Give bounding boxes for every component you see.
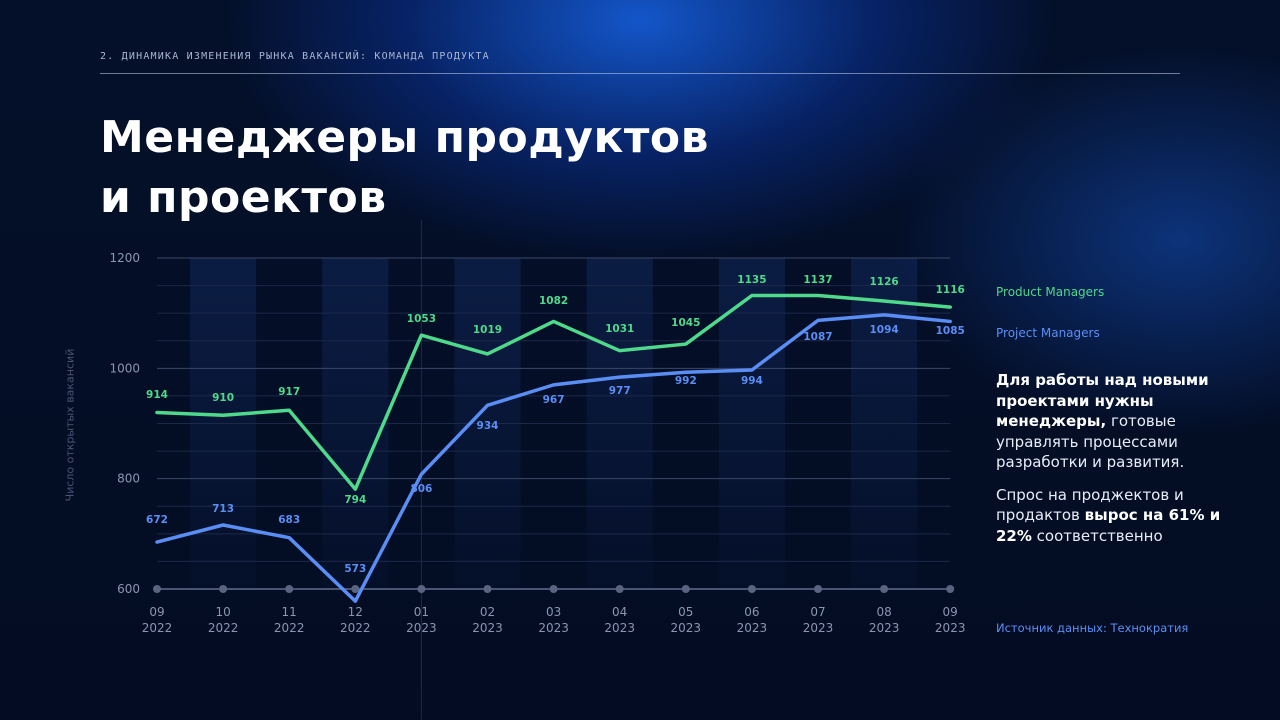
data-label-project: 977	[609, 385, 631, 397]
data-label-project: 683	[278, 514, 300, 526]
series-line-project-managers	[155, 313, 952, 603]
x-axis-dot	[814, 585, 822, 593]
data-label-project: 1087	[803, 331, 832, 343]
data-label-project: 967	[543, 394, 565, 406]
header-divider	[100, 73, 1180, 74]
data-label-project: 1094	[869, 324, 898, 336]
x-axis-dot	[483, 585, 492, 593]
data-label-product: 1126	[869, 276, 898, 288]
x-tick-label-month: 05	[678, 605, 693, 619]
x-tick-label-month: 09	[943, 605, 958, 619]
y-tick-label: 800	[117, 472, 140, 486]
x-tick-label-month: 08	[876, 605, 891, 619]
x-axis-dot	[285, 585, 294, 593]
data-source: Источник данных: Технократия	[996, 621, 1189, 635]
insight-1-text: готовые управлять процессами разработки …	[996, 412, 1185, 471]
x-tick-label-year: 2022	[208, 621, 239, 635]
data-label-product: 917	[278, 386, 300, 398]
y-tick-label: 1000	[109, 361, 140, 375]
data-label-product: 1031	[605, 323, 634, 335]
insight-2-bold: вырос на 61% и 22%	[996, 506, 1221, 545]
page-title: Менеджеры продуктов и проектов	[100, 108, 920, 228]
data-label-project: 994	[741, 375, 763, 387]
data-label-product: 1116	[936, 284, 965, 296]
data-label-product: 1135	[737, 274, 766, 286]
x-axis-dot	[153, 585, 161, 593]
x-tick-label-month: 11	[282, 605, 297, 619]
section-eyebrow: 2. Динамика изменения рынка вакансий: ко…	[100, 51, 490, 62]
x-tick-label-month: 09	[149, 605, 164, 619]
x-tick-label-year: 2023	[737, 621, 768, 635]
data-label-product: 910	[212, 392, 234, 404]
data-label-product: 794	[344, 494, 366, 506]
x-axis-dot	[946, 585, 955, 593]
data-label-project: 672	[146, 514, 168, 526]
data-label-product: 1045	[671, 317, 700, 329]
insight-2-end: соответственно	[1031, 526, 1163, 545]
x-tick-label-month: 06	[744, 605, 759, 619]
data-label-project: 1085	[936, 325, 965, 337]
y-tick-label: 600	[117, 582, 140, 596]
x-tick-label-year: 2023	[472, 621, 503, 635]
data-label-product: 1082	[539, 295, 568, 307]
data-label-project: 992	[675, 375, 697, 387]
data-label-product: 914	[146, 389, 168, 401]
x-tick-label-month: 04	[612, 605, 627, 619]
x-axis-dot	[747, 585, 756, 593]
legend-project-managers: Project Managers	[996, 326, 1100, 340]
x-tick-label-month: 12	[348, 605, 363, 619]
series-line-product-managers	[155, 293, 952, 491]
insight-note: Для работы над новыми проектами нужны ме…	[996, 370, 1236, 558]
x-tick-label-month: 10	[215, 605, 230, 619]
y-tick-label: 1200	[109, 251, 140, 265]
x-tick-label-year: 2023	[671, 621, 702, 635]
x-tick-label-month: 03	[546, 605, 561, 619]
data-label-project: 806	[410, 483, 432, 495]
x-tick-label-year: 2023	[604, 621, 635, 635]
x-tick-label-year: 2023	[406, 621, 437, 635]
data-label-project: 713	[212, 503, 234, 515]
x-tick-label-month: 02	[480, 605, 495, 619]
x-tick-label-year: 2022	[340, 621, 371, 635]
data-label-product: 1137	[803, 274, 832, 286]
data-label-product: 1019	[473, 324, 502, 336]
x-axis-dot	[880, 585, 889, 593]
x-tick-label-year: 2023	[869, 621, 900, 635]
x-tick-label-year: 2023	[935, 621, 966, 635]
legend-product-managers: Product Managers	[996, 285, 1105, 299]
x-tick-label-month: 07	[810, 605, 825, 619]
insight-paragraph-2: Спрос на проджектов и продактов вырос на…	[996, 485, 1236, 547]
insight-paragraph-1: Для работы над новыми проектами нужны ме…	[996, 370, 1236, 473]
x-tick-label-year: 2023	[538, 621, 569, 635]
x-tick-label-year: 2022	[142, 621, 173, 635]
x-tick-label-month: 01	[414, 605, 429, 619]
x-axis-dot	[219, 585, 228, 593]
data-label-project: 573	[344, 563, 366, 575]
x-axis-dot	[681, 585, 690, 593]
x-axis-dot	[351, 585, 360, 593]
insight-2-start: Спрос на проджектов и продактов	[996, 485, 1184, 525]
insight-1-bold: Для работы над новыми проектами нужны ме…	[996, 371, 1209, 430]
title-line-1: Менеджеры продуктов	[100, 112, 709, 163]
data-label-product: 1053	[407, 313, 436, 325]
title-line-2: и проектов	[100, 172, 387, 223]
x-axis-dot	[615, 585, 624, 593]
x-tick-label-year: 2023	[803, 621, 834, 635]
x-axis-dot	[417, 585, 426, 593]
data-label-project: 934	[477, 420, 499, 432]
x-axis-dot	[549, 585, 558, 593]
x-tick-label-year: 2022	[274, 621, 305, 635]
